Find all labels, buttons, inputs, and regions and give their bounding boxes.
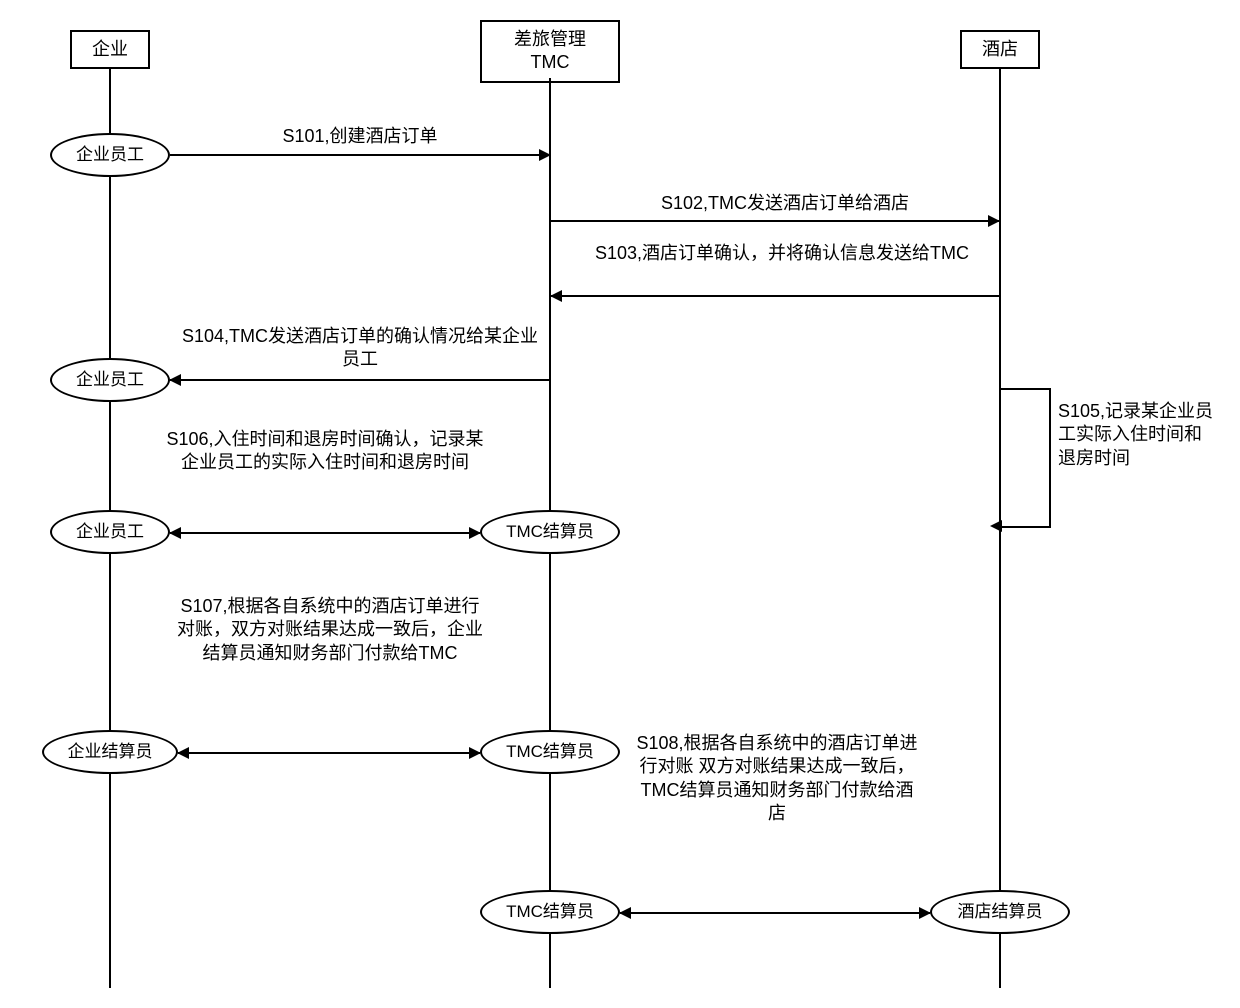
lane-header-hotel: 酒店 bbox=[960, 30, 1040, 69]
actor-employee-3: 企业员工 bbox=[50, 510, 170, 554]
lane-title: 差旅管理 TMC bbox=[514, 29, 586, 72]
actor-hotel-settler: 酒店结算员 bbox=[930, 890, 1070, 934]
msg-s105-loop bbox=[1001, 388, 1051, 528]
lane-header-tmc: 差旅管理 TMC bbox=[480, 20, 620, 83]
msg-s102-arrow bbox=[551, 220, 999, 222]
msg-s108-label: S108,根据各自系统中的酒店订单进行对账 双方对账结果达成一致后，TMC结算员… bbox=[632, 732, 922, 826]
actor-label: 企业员工 bbox=[76, 146, 144, 165]
lane-header-enterprise: 企业 bbox=[70, 30, 150, 69]
msg-s107-arrow bbox=[178, 752, 480, 754]
msg-s105-label: S105,记录某企业员工实际入住时间和退房时间 bbox=[1058, 400, 1218, 470]
actor-tmc-settler-2: TMC结算员 bbox=[480, 730, 620, 774]
msg-s103-arrow bbox=[551, 295, 999, 297]
msg-s101-label: S101,创建酒店订单 bbox=[220, 125, 500, 148]
actor-label: 企业结算员 bbox=[68, 743, 153, 762]
lane-title: 企业 bbox=[92, 39, 128, 59]
actor-label: TMC结算员 bbox=[506, 903, 594, 922]
sequence-diagram: 企业 差旅管理 TMC 酒店 企业员工 S101,创建酒店订单 S102,TMC… bbox=[20, 20, 1220, 988]
msg-s106-label: S106,入住时间和退房时间确认，记录某企业员工的实际入住时间和退房时间 bbox=[165, 428, 485, 475]
msg-s104-arrow bbox=[170, 379, 550, 381]
actor-tmc-settler-1: TMC结算员 bbox=[480, 510, 620, 554]
actor-tmc-settler-3: TMC结算员 bbox=[480, 890, 620, 934]
msg-s104-label: S104,TMC发送酒店订单的确认情况给某企业员工 bbox=[180, 325, 540, 372]
msg-s107-label: S107,根据各自系统中的酒店订单进行对账，双方对账结果达成一致后，企业结算员通… bbox=[175, 595, 485, 665]
msg-s101-arrow bbox=[170, 154, 550, 156]
msg-s106-arrow bbox=[170, 532, 480, 534]
actor-employee-2: 企业员工 bbox=[50, 358, 170, 402]
actor-label: 酒店结算员 bbox=[958, 903, 1043, 922]
actor-employee-1: 企业员工 bbox=[50, 133, 170, 177]
msg-s108-arrow bbox=[620, 912, 930, 914]
actor-label: 企业员工 bbox=[76, 523, 144, 542]
actor-label: 企业员工 bbox=[76, 371, 144, 390]
actor-label: TMC结算员 bbox=[506, 523, 594, 542]
actor-label: TMC结算员 bbox=[506, 743, 594, 762]
actor-enterprise-settler: 企业结算员 bbox=[42, 730, 178, 774]
lane-title: 酒店 bbox=[982, 39, 1018, 59]
msg-s103-label: S103,酒店订单确认，并将确认信息发送给TMC bbox=[572, 242, 992, 265]
msg-s102-label: S102,TMC发送酒店订单给酒店 bbox=[595, 192, 975, 215]
